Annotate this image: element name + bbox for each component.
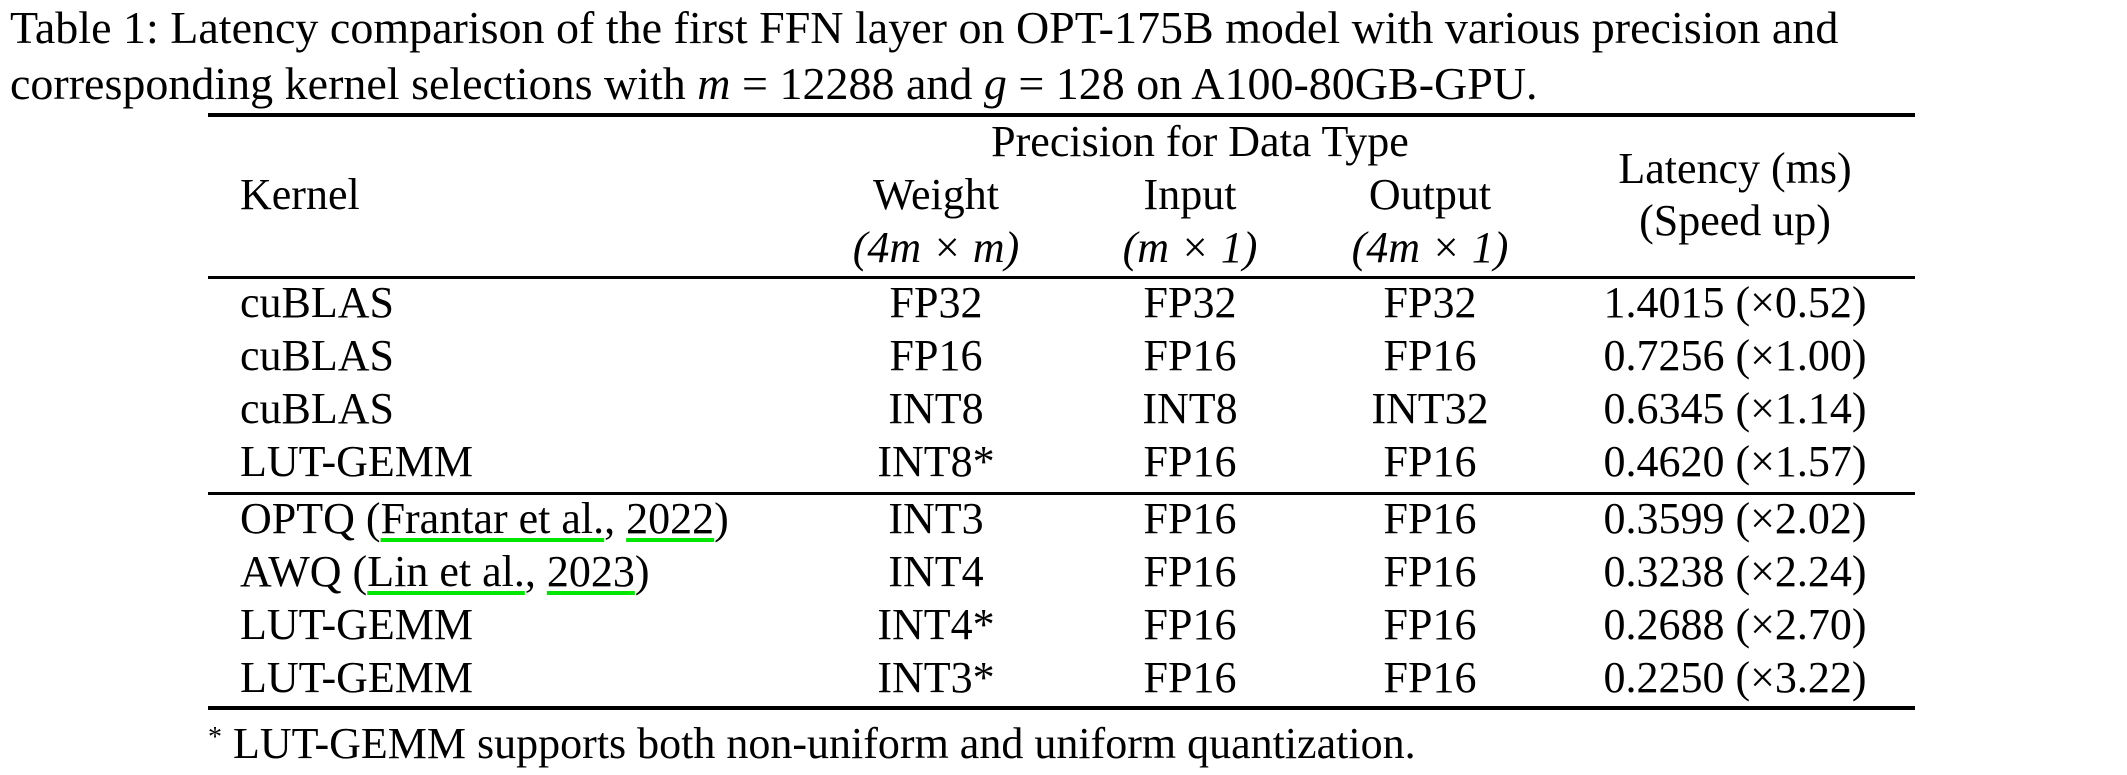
row2-input: FP16 [1143,331,1237,380]
citation-frantar-year-link[interactable]: 2022 [626,494,715,543]
row4-latency: 0.4620 (×1.57) [1603,437,1867,486]
caption-m-variable: m [697,58,731,109]
table-bottom-rule [208,706,1915,710]
row6-kernel: AWQ (Lin et al., 2023) [240,546,649,598]
row6-kernel-close: ) [634,547,650,596]
row8-weight: INT3* [877,653,995,702]
row8-kernel: LUT-GEMM [240,653,474,702]
row6-kernel-name: AWQ ( [240,547,368,596]
row2-output: FP16 [1383,331,1477,380]
row7-weight: INT4* [877,600,995,649]
header-output-shape: (4m × 1) [1351,223,1509,272]
row1-latency: 1.4015 (×0.52) [1603,278,1867,327]
row2-weight: FP16 [889,331,983,380]
row6-citation-separator: , [524,547,547,596]
row4-kernel: LUT-GEMM [240,437,474,486]
table-footnote: * LUT-GEMM supports both non-uniform and… [208,718,1416,770]
caption-g-value: = 128 on A100-80GB-GPU. [1006,58,1538,109]
caption-line-2: corresponding kernel selections with m =… [10,56,2120,112]
row8-latency: 0.2250 (×3.22) [1603,653,1867,702]
group-separator-rule [208,492,1915,495]
row7-latency: 0.2688 (×2.70) [1603,600,1867,649]
caption-g-variable: g [983,58,1007,109]
caption-m-value: = 12288 and [730,58,984,109]
row5-input: FP16 [1143,494,1237,543]
row6-output: FP16 [1383,547,1477,596]
header-input: Input [1143,170,1237,219]
row5-citation-separator: , [604,494,627,543]
citation-lin-author-link[interactable]: Lin et al. [367,547,525,596]
row8-output: FP16 [1383,653,1477,702]
header-latency: Latency (ms) [1618,144,1852,193]
header-weight-shape: (4m × m) [852,223,1020,272]
row3-latency: 0.6345 (×1.14) [1603,384,1867,433]
row5-latency: 0.3599 (×2.02) [1603,494,1867,543]
row1-input: FP32 [1143,278,1237,327]
row3-weight: INT8 [888,384,984,433]
row7-input: FP16 [1143,600,1237,649]
row5-kernel: OPTQ (Frantar et al., 2022) [240,493,729,545]
footnote-text: LUT-GEMM supports both non-uniform and u… [222,719,1416,768]
row8-input: FP16 [1143,653,1237,702]
header-speedup: (Speed up) [1639,196,1831,245]
row2-kernel: cuBLAS [240,331,394,380]
row3-output: INT32 [1371,384,1489,433]
header-output: Output [1368,170,1492,219]
row4-input: FP16 [1143,437,1237,486]
row3-input: INT8 [1142,384,1238,433]
footnote-marker: * [208,722,222,753]
row5-kernel-name: OPTQ ( [240,494,381,543]
row6-weight: INT4 [888,547,984,596]
caption-line-2-text: corresponding kernel selections with [10,58,698,109]
row5-output: FP16 [1383,494,1477,543]
row6-input: FP16 [1143,547,1237,596]
row3-kernel: cuBLAS [240,384,394,433]
row6-latency: 0.3238 (×2.24) [1603,547,1867,596]
header-weight: Weight [873,170,999,219]
header-kernel: Kernel [240,170,360,219]
row1-kernel: cuBLAS [240,278,394,327]
header-bottom-rule [208,276,1915,279]
citation-frantar-author-link[interactable]: Frantar et al. [380,494,605,543]
row4-weight: INT8* [877,437,995,486]
citation-lin-year-link[interactable]: 2023 [546,547,635,596]
header-precision-group: Precision for Data Type [991,117,1409,166]
row7-output: FP16 [1383,600,1477,649]
row2-latency: 0.7256 (×1.00) [1603,331,1867,380]
row4-output: FP16 [1383,437,1477,486]
row1-weight: FP32 [889,278,983,327]
header-input-shape: (m × 1) [1122,223,1258,272]
row1-output: FP32 [1383,278,1477,327]
row5-weight: INT3 [888,494,984,543]
caption-line-1: Table 1: Latency comparison of the first… [10,2,1839,53]
table-top-rule [208,113,1915,117]
row5-kernel-close: ) [714,494,729,543]
row7-kernel: LUT-GEMM [240,600,474,649]
table-caption: Table 1: Latency comparison of the first… [10,0,2120,112]
